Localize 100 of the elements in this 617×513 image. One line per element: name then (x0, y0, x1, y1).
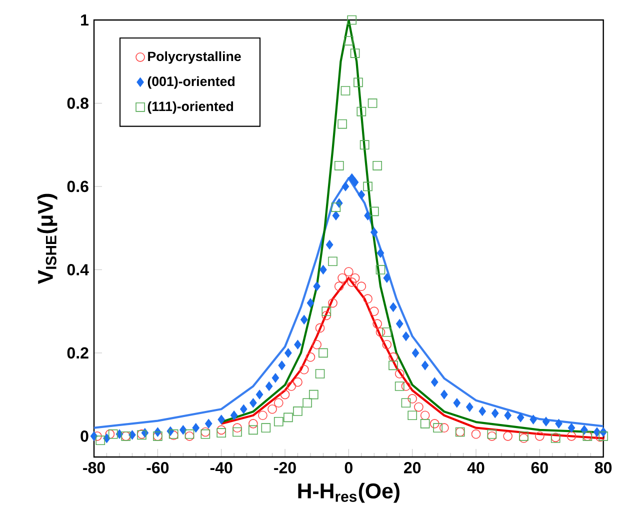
point (302, 398, 312, 408)
x-axis-title: H-H$_{res}$(Oe) (298, 482, 400, 503)
point (320, 265, 327, 274)
x-tick-label: -60 (146, 462, 169, 474)
point (342, 182, 350, 192)
point (315, 369, 325, 378)
x-tick-label: 40 (467, 462, 484, 474)
x-tick-label: -20 (274, 462, 296, 474)
point (340, 86, 350, 96)
point (256, 390, 264, 400)
point (240, 404, 248, 414)
point (504, 410, 512, 420)
point (347, 278, 357, 287)
point (250, 398, 257, 408)
point (347, 15, 357, 25)
x-tick-label: -40 (210, 462, 232, 474)
point (372, 160, 382, 170)
point (363, 182, 372, 192)
point (421, 360, 429, 370)
point (471, 429, 481, 439)
point (376, 327, 386, 337)
point (108, 429, 118, 439)
point (261, 423, 271, 433)
y-tick-label: 0.6 (67, 180, 88, 192)
point (402, 332, 410, 341)
point (530, 414, 537, 424)
point (368, 98, 378, 108)
x-tick-label: 20 (404, 462, 421, 474)
x-tick-label: -80 (83, 462, 105, 474)
point (334, 160, 344, 170)
point (535, 432, 544, 441)
point (280, 390, 290, 400)
point (376, 248, 384, 258)
point (230, 410, 238, 420)
point (388, 352, 398, 362)
point (390, 302, 397, 312)
point (466, 402, 474, 412)
point (344, 267, 354, 276)
point (412, 348, 420, 358)
point (420, 419, 430, 428)
point (274, 398, 284, 408)
x-tick-label: 80 (594, 462, 612, 474)
point (192, 423, 200, 433)
point (313, 282, 320, 292)
point (258, 410, 268, 420)
point (248, 425, 258, 435)
y-tick-label: 0 (80, 430, 88, 442)
point (334, 282, 344, 292)
point (503, 432, 513, 441)
y-tick-label: 0.4 (67, 264, 89, 276)
point (306, 352, 316, 362)
point (369, 206, 379, 216)
point (440, 423, 449, 433)
point (408, 410, 418, 420)
point (328, 298, 338, 308)
point (350, 48, 360, 58)
point (322, 306, 332, 316)
point (396, 319, 404, 328)
point (232, 427, 242, 437)
point (356, 282, 366, 292)
point (184, 429, 194, 439)
point (388, 360, 398, 370)
point (431, 377, 438, 387)
point (331, 202, 341, 212)
point (598, 432, 608, 441)
point (318, 348, 328, 358)
point (430, 419, 440, 428)
point (376, 265, 386, 274)
point (306, 298, 314, 308)
point (401, 382, 411, 391)
point (96, 436, 106, 446)
point (408, 394, 418, 404)
point (382, 327, 392, 337)
point (315, 323, 325, 333)
point (322, 310, 332, 320)
point (360, 140, 370, 150)
point (350, 273, 360, 283)
point (356, 106, 366, 116)
point (294, 340, 302, 350)
point (487, 429, 497, 439)
y-tick-label: 0.2 (67, 347, 88, 359)
point (354, 78, 363, 88)
point (205, 419, 212, 428)
point (272, 373, 280, 383)
point (420, 410, 430, 420)
x-tick-label: 60 (531, 462, 548, 474)
legend-label: (001)-oriented (148, 76, 234, 89)
point (542, 416, 550, 426)
point (516, 412, 524, 422)
point (344, 36, 354, 46)
point (265, 382, 273, 391)
point (566, 432, 576, 441)
y-tick-label: 1 (81, 14, 89, 26)
point (180, 425, 187, 435)
point (478, 406, 486, 416)
point (326, 240, 334, 250)
point (312, 340, 322, 350)
point (433, 423, 442, 433)
point (369, 306, 379, 316)
point (338, 119, 347, 129)
